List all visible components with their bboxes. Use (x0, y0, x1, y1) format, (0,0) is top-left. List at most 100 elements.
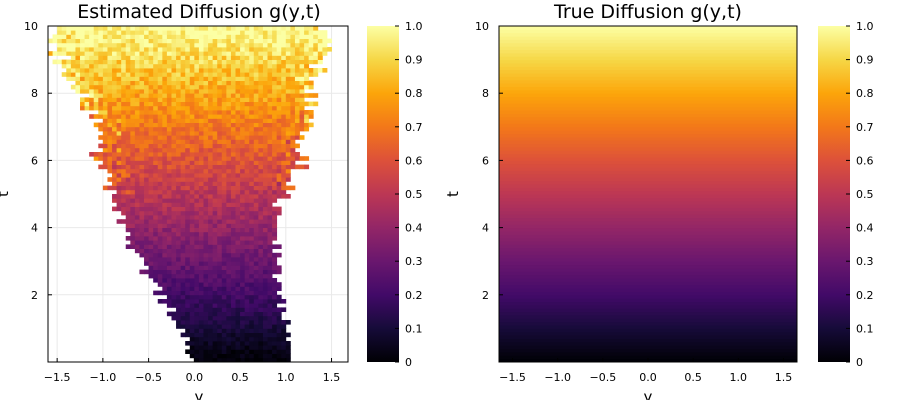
heatmap-cell (198, 80, 204, 86)
heatmap-cell (157, 63, 163, 69)
heatmap-cell (212, 26, 218, 31)
heatmap-cell (130, 177, 136, 182)
heatmap-cell (272, 286, 278, 291)
heatmap-cell (185, 261, 191, 266)
heatmap-cell (194, 324, 200, 329)
heatmap-cell (194, 59, 200, 65)
heatmap-cell (230, 30, 236, 35)
heatmap-cell (139, 156, 145, 161)
heatmap-cell (281, 110, 287, 115)
colorbar-tick-label: 0.2 (856, 289, 874, 302)
heatmap-cell (226, 315, 232, 321)
heatmap-cell (249, 30, 255, 35)
heatmap-cell (185, 173, 191, 178)
heatmap-cell (112, 168, 117, 174)
heatmap-cell (235, 341, 241, 346)
heatmap-cell (166, 34, 172, 39)
heatmap-cell (272, 156, 278, 161)
heatmap-cell (249, 236, 255, 241)
heatmap-cell (148, 185, 154, 191)
heatmap-cell (253, 80, 259, 86)
heatmap-cell (244, 72, 250, 77)
heatmap-cell (107, 168, 113, 174)
heatmap-cell (208, 122, 214, 128)
heatmap-cell (157, 231, 163, 237)
heatmap-cell (176, 47, 182, 52)
heatmap-cell (121, 26, 127, 31)
heatmap-cell (144, 55, 150, 60)
heatmap-cell (244, 84, 250, 90)
heatmap-cell (84, 59, 90, 65)
heatmap-cell (153, 265, 159, 270)
heatmap-cell (226, 227, 232, 233)
heatmap-cell (258, 68, 264, 73)
heatmap-cell (153, 118, 159, 123)
heatmap-cell (203, 34, 209, 39)
heatmap-cell (212, 42, 218, 48)
heatmap-cell (262, 320, 268, 325)
heatmap-cell (189, 324, 195, 329)
heatmap-cell (107, 80, 113, 86)
heatmap-cell (285, 135, 291, 140)
heatmap-cell (189, 273, 195, 279)
heatmap-cell (230, 47, 236, 52)
y-axis-label: t (444, 191, 462, 197)
heatmap-cell (102, 76, 108, 81)
heatmap-cell (102, 30, 108, 35)
heatmap-cell (194, 173, 200, 178)
heatmap-cell (198, 219, 204, 224)
heatmap-cell (75, 38, 81, 44)
heatmap-cell (189, 185, 195, 191)
heatmap-cell (212, 177, 218, 182)
heatmap-cell (285, 97, 291, 102)
heatmap-cell (281, 63, 287, 69)
heatmap-cell (125, 177, 131, 182)
heatmap-cell (235, 93, 241, 98)
heatmap-cell (102, 160, 108, 165)
heatmap-cell (221, 168, 227, 174)
heatmap-cell (189, 89, 195, 94)
heatmap-cell (198, 160, 204, 165)
heatmap-band (499, 52, 797, 57)
heatmap-band (499, 69, 797, 74)
heatmap-cell (153, 227, 159, 233)
heatmap-cell (116, 51, 122, 56)
heatmap-cell (235, 240, 241, 245)
heatmap-cell (75, 63, 81, 69)
heatmap-cell (198, 307, 204, 312)
heatmap-cell (194, 206, 200, 212)
heatmap-cell (244, 349, 250, 354)
heatmap-cell (194, 118, 200, 123)
heatmap-cell (203, 118, 209, 123)
heatmap-cell (153, 189, 159, 195)
heatmap-cell (185, 290, 191, 296)
heatmap-cell (176, 236, 182, 241)
heatmap-cell (153, 248, 159, 254)
heatmap-cell (130, 101, 136, 107)
heatmap-band (499, 264, 797, 269)
heatmap-cell (212, 307, 218, 312)
heatmap-cell (157, 126, 163, 132)
heatmap-cell (262, 26, 268, 31)
heatmap-cell (116, 206, 122, 212)
heatmap-cell (299, 84, 305, 90)
heatmap-band (499, 39, 797, 44)
heatmap-cell (198, 236, 204, 241)
heatmap-cell (139, 227, 145, 233)
heatmap-cell (217, 194, 223, 199)
heatmap-cell (185, 122, 191, 128)
heatmap-cell (249, 63, 255, 69)
heatmap-cell (230, 357, 236, 363)
heatmap-cell (276, 315, 282, 321)
heatmap-cell (240, 265, 246, 270)
heatmap-cell (212, 198, 218, 203)
heatmap-cell (276, 114, 282, 119)
heatmap-cell (139, 42, 145, 48)
heatmap-cell (276, 152, 282, 157)
heatmap-cell (235, 30, 241, 35)
heatmap-cell (272, 147, 278, 153)
heatmap-cell (258, 341, 264, 346)
heatmap-cell (317, 47, 323, 52)
heatmap-cell (217, 252, 223, 258)
heatmap-cell (185, 311, 191, 317)
